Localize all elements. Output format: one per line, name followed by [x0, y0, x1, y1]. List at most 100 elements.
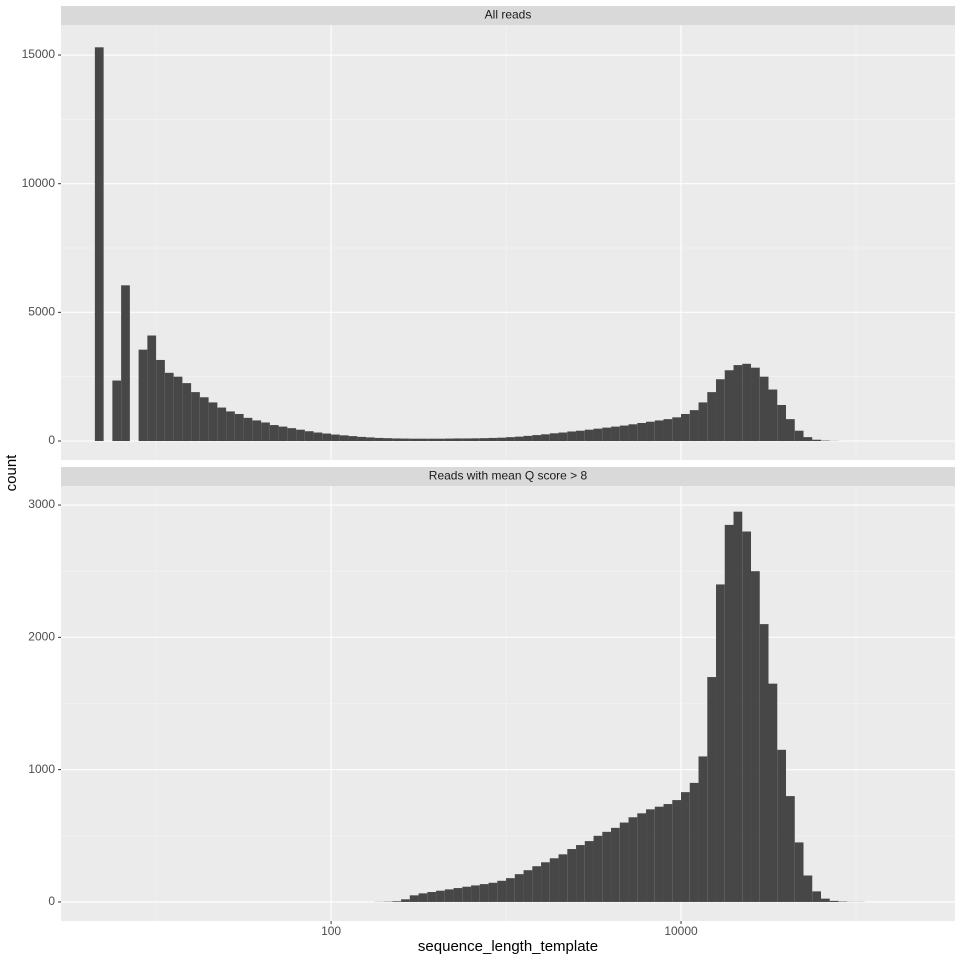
histogram-bar	[164, 372, 174, 442]
histogram-bar	[296, 429, 305, 442]
histogram-bar	[689, 410, 699, 442]
histogram-bar	[374, 437, 384, 442]
histogram-bar	[576, 430, 585, 442]
y-tick-label: 0	[48, 894, 55, 908]
histogram-bar	[751, 571, 760, 902]
x-tick-label: 10000	[664, 924, 698, 938]
histogram-bar	[348, 436, 358, 442]
histogram-bar	[436, 438, 445, 442]
histogram-bar	[549, 433, 559, 442]
histogram-bar	[427, 438, 437, 442]
histogram-bar	[733, 511, 743, 902]
histogram-bar	[611, 827, 620, 902]
histogram-bar	[479, 438, 489, 442]
histogram-bar	[558, 854, 568, 902]
histogram-bar	[182, 383, 192, 442]
histogram-bar	[357, 436, 367, 442]
histogram-bar	[567, 431, 577, 442]
histogram-bar	[611, 426, 620, 442]
histogram-bar	[121, 285, 130, 442]
histogram-bar	[742, 531, 752, 902]
histogram-bar	[698, 756, 708, 902]
histogram-bar	[742, 363, 752, 442]
histogram-bar	[322, 433, 332, 442]
histogram-bar	[751, 367, 760, 442]
x-axis-title: sequence_length_template	[418, 938, 598, 955]
histogram-bar	[672, 417, 682, 442]
histogram-bar	[654, 420, 664, 442]
histogram-bar	[514, 874, 524, 902]
histogram-bar	[436, 890, 445, 902]
histogram-bar	[716, 379, 725, 442]
y-tick-label: 10000	[22, 176, 56, 190]
histogram-bar	[173, 376, 183, 442]
histogram-bar	[646, 809, 655, 902]
histogram-bar	[392, 438, 402, 442]
y-tick-label: 1000	[28, 762, 55, 776]
histogram-bar	[733, 365, 743, 442]
histogram-bar	[488, 882, 498, 902]
histogram-bar	[261, 422, 270, 442]
histogram-bar	[339, 435, 349, 442]
histogram-bar	[786, 796, 795, 902]
histogram-bar	[584, 841, 594, 902]
histogram-bar	[768, 389, 778, 442]
histogram-bar	[558, 432, 568, 442]
histogram-bar	[226, 411, 235, 442]
panel-background	[61, 25, 955, 460]
histogram-bar	[217, 407, 227, 442]
histogram-bar	[462, 886, 472, 902]
histogram-bar	[252, 420, 262, 442]
histogram-bar	[462, 438, 472, 442]
histogram-bar	[94, 47, 104, 442]
histogram-bar	[366, 437, 375, 442]
histogram-bar	[576, 845, 585, 902]
histogram-bar	[637, 422, 647, 442]
strip-title: Reads with mean Q score > 8	[429, 469, 588, 483]
histogram-bar	[602, 831, 612, 902]
histogram-bar	[313, 432, 323, 442]
histogram-bar	[471, 438, 480, 442]
histogram-bar	[584, 429, 594, 442]
histogram-bar	[147, 335, 157, 442]
histogram-bar	[794, 842, 804, 902]
histogram-bar	[637, 813, 647, 902]
histogram-bar	[488, 437, 498, 442]
histogram-bar	[619, 822, 629, 902]
histogram-bar	[803, 437, 813, 442]
histogram-bar	[444, 889, 454, 902]
strip	[61, 6, 955, 25]
histogram-bar	[514, 436, 524, 442]
histogram-bar	[199, 397, 209, 442]
histogram-bar	[532, 866, 542, 902]
histogram-bar	[663, 804, 673, 902]
histogram-bar	[427, 892, 437, 902]
histogram-bar	[453, 438, 463, 442]
histogram-bar	[724, 370, 734, 442]
histogram-bar	[409, 895, 419, 902]
histogram-bar	[759, 376, 769, 442]
histogram-bar	[646, 421, 655, 442]
histogram-bar	[191, 392, 200, 442]
histogram-bar	[777, 404, 787, 442]
histogram-bar	[243, 417, 253, 442]
histogram-bar	[602, 427, 612, 442]
histogram-bar	[234, 413, 244, 442]
histogram-bar	[803, 875, 813, 902]
histogram-bar	[392, 901, 402, 902]
histogram-bar	[278, 426, 288, 442]
y-tick-label: 2000	[28, 630, 55, 644]
histogram-bar	[453, 888, 463, 902]
histogram-bar	[672, 800, 682, 902]
y-tick-label: 5000	[28, 305, 55, 319]
histogram-bar	[208, 402, 218, 442]
histogram-bar	[628, 817, 638, 902]
histogram-bar	[409, 438, 419, 442]
histogram-bar	[331, 434, 340, 442]
histogram-bar	[401, 438, 410, 442]
histogram-bar	[829, 900, 839, 902]
y-tick-label: 15000	[22, 47, 56, 61]
histogram-bar	[663, 419, 673, 442]
